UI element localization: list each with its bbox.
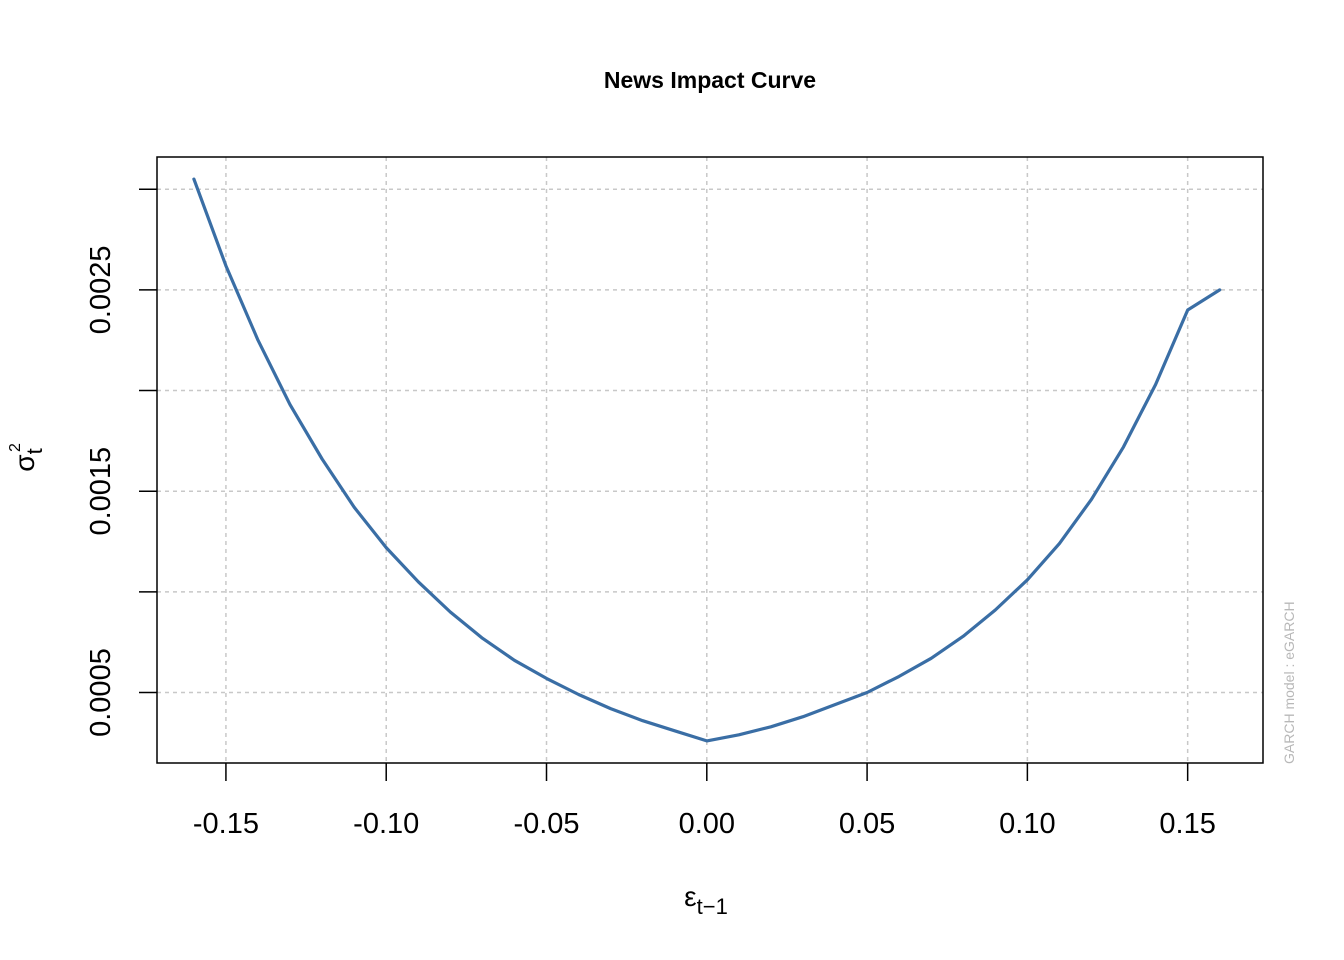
grid-lines: [157, 157, 1263, 763]
x-tick-label: -0.15: [193, 808, 259, 840]
x-axis-label-main: ε: [684, 881, 696, 912]
y-tick-label: 0.0005: [85, 648, 117, 737]
x-tick-label: 0.00: [679, 808, 735, 840]
x-tick-label: 0.05: [839, 808, 895, 840]
y-axis-label-main: σ: [9, 454, 40, 471]
x-tick-label: 0.15: [1159, 808, 1215, 840]
y-axis: 0.0005 0.0015 0.0025: [85, 188, 157, 737]
series-lines: [192, 177, 1222, 743]
chart-title: News Impact Curve: [604, 67, 816, 93]
series-line: [192, 177, 1222, 743]
y-tick-label: 0.0015: [85, 447, 117, 536]
y-axis-label: σt 2: [7, 443, 47, 472]
y-axis-label-sub: t: [22, 448, 47, 454]
svg-text:σt: σt: [9, 448, 47, 471]
plot-frame: [156, 156, 1264, 764]
x-axis-label: εt−1: [684, 881, 728, 919]
x-tick-label: 0.10: [999, 808, 1055, 840]
model-note: GARCH model : eGARCH: [1281, 601, 1297, 764]
x-tick-label: -0.05: [513, 808, 579, 840]
x-axis: -0.15 -0.10 -0.05 0.00 0.05 0.10 0.15: [193, 763, 1216, 840]
x-axis-label-sub: t−1: [697, 894, 728, 919]
x-tick-label: -0.10: [353, 808, 419, 840]
y-tick-label: 0.0025: [85, 246, 117, 335]
y-axis-label-sup: 2: [7, 443, 24, 452]
